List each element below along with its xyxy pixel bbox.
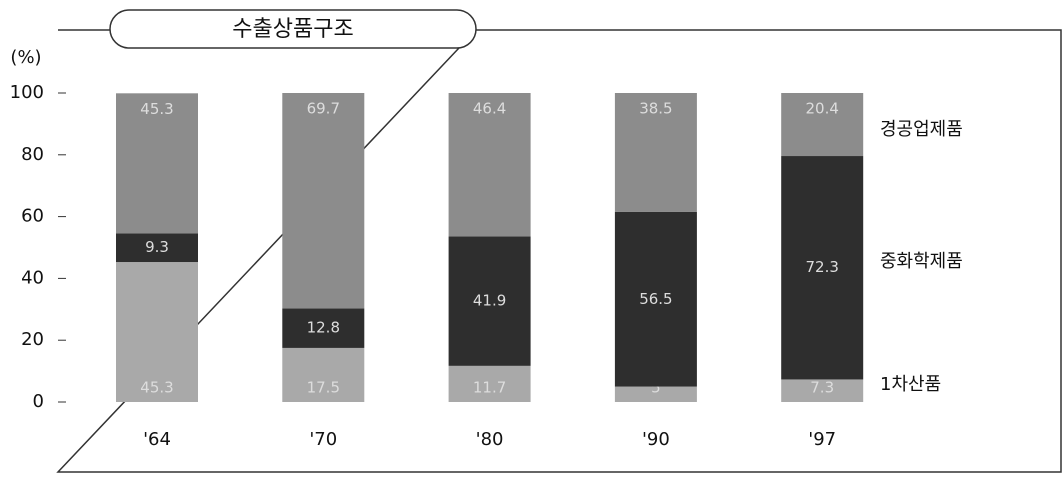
bar-segment <box>282 93 365 309</box>
y-tick-label: 40 <box>21 267 44 288</box>
bar-segment <box>614 211 697 387</box>
value-label: 5 <box>651 379 661 397</box>
y-tick-label: 0 <box>33 391 44 412</box>
y-tick-label: 80 <box>21 144 44 165</box>
bar-segment <box>282 347 365 402</box>
bar-segment <box>781 379 864 402</box>
y-axis-label: (%) <box>10 47 41 68</box>
y-tick-label: 100 <box>10 82 44 103</box>
x-tick-label: '80 <box>476 429 504 450</box>
value-label: 12.8 <box>307 319 340 337</box>
value-label: 9.3 <box>145 238 169 256</box>
bar-segment <box>448 93 531 237</box>
value-label: 69.7 <box>307 100 340 118</box>
value-label: 46.4 <box>473 100 506 118</box>
chart-title: 수출상품구조 <box>232 17 353 42</box>
legend-label: 1차산품 <box>880 374 941 395</box>
value-label: 7.3 <box>810 379 834 397</box>
value-label: 56.5 <box>639 290 672 308</box>
value-label: 72.3 <box>805 258 838 276</box>
value-label: 45.3 <box>140 379 173 397</box>
bar-segment <box>614 93 697 212</box>
bar-segment <box>781 93 864 157</box>
x-tick-label: '90 <box>642 429 670 450</box>
x-tick-label: '64 <box>143 429 171 450</box>
x-tick-label: '97 <box>808 429 836 450</box>
value-label: 45.3 <box>140 100 173 118</box>
bar-segment <box>282 308 365 348</box>
bar-segment <box>781 156 864 380</box>
bar-segment <box>448 236 531 366</box>
bar-segment <box>116 233 198 263</box>
bar-segment <box>448 365 531 402</box>
value-label: 41.9 <box>473 292 506 310</box>
legend-label: 중화학제품 <box>880 251 963 272</box>
bar-segment <box>116 93 198 234</box>
value-label: 17.5 <box>307 379 340 397</box>
bar-segment <box>614 386 697 402</box>
y-tick-label: 60 <box>21 206 44 227</box>
bar-segment <box>116 262 198 402</box>
title-box <box>109 9 477 49</box>
y-tick-label: 20 <box>21 329 44 350</box>
value-label: 38.5 <box>639 100 672 118</box>
x-tick-label: '70 <box>309 429 337 450</box>
value-label: 20.4 <box>805 100 838 118</box>
legend-label: 경공업제품 <box>880 119 963 140</box>
value-label: 11.7 <box>473 379 506 397</box>
